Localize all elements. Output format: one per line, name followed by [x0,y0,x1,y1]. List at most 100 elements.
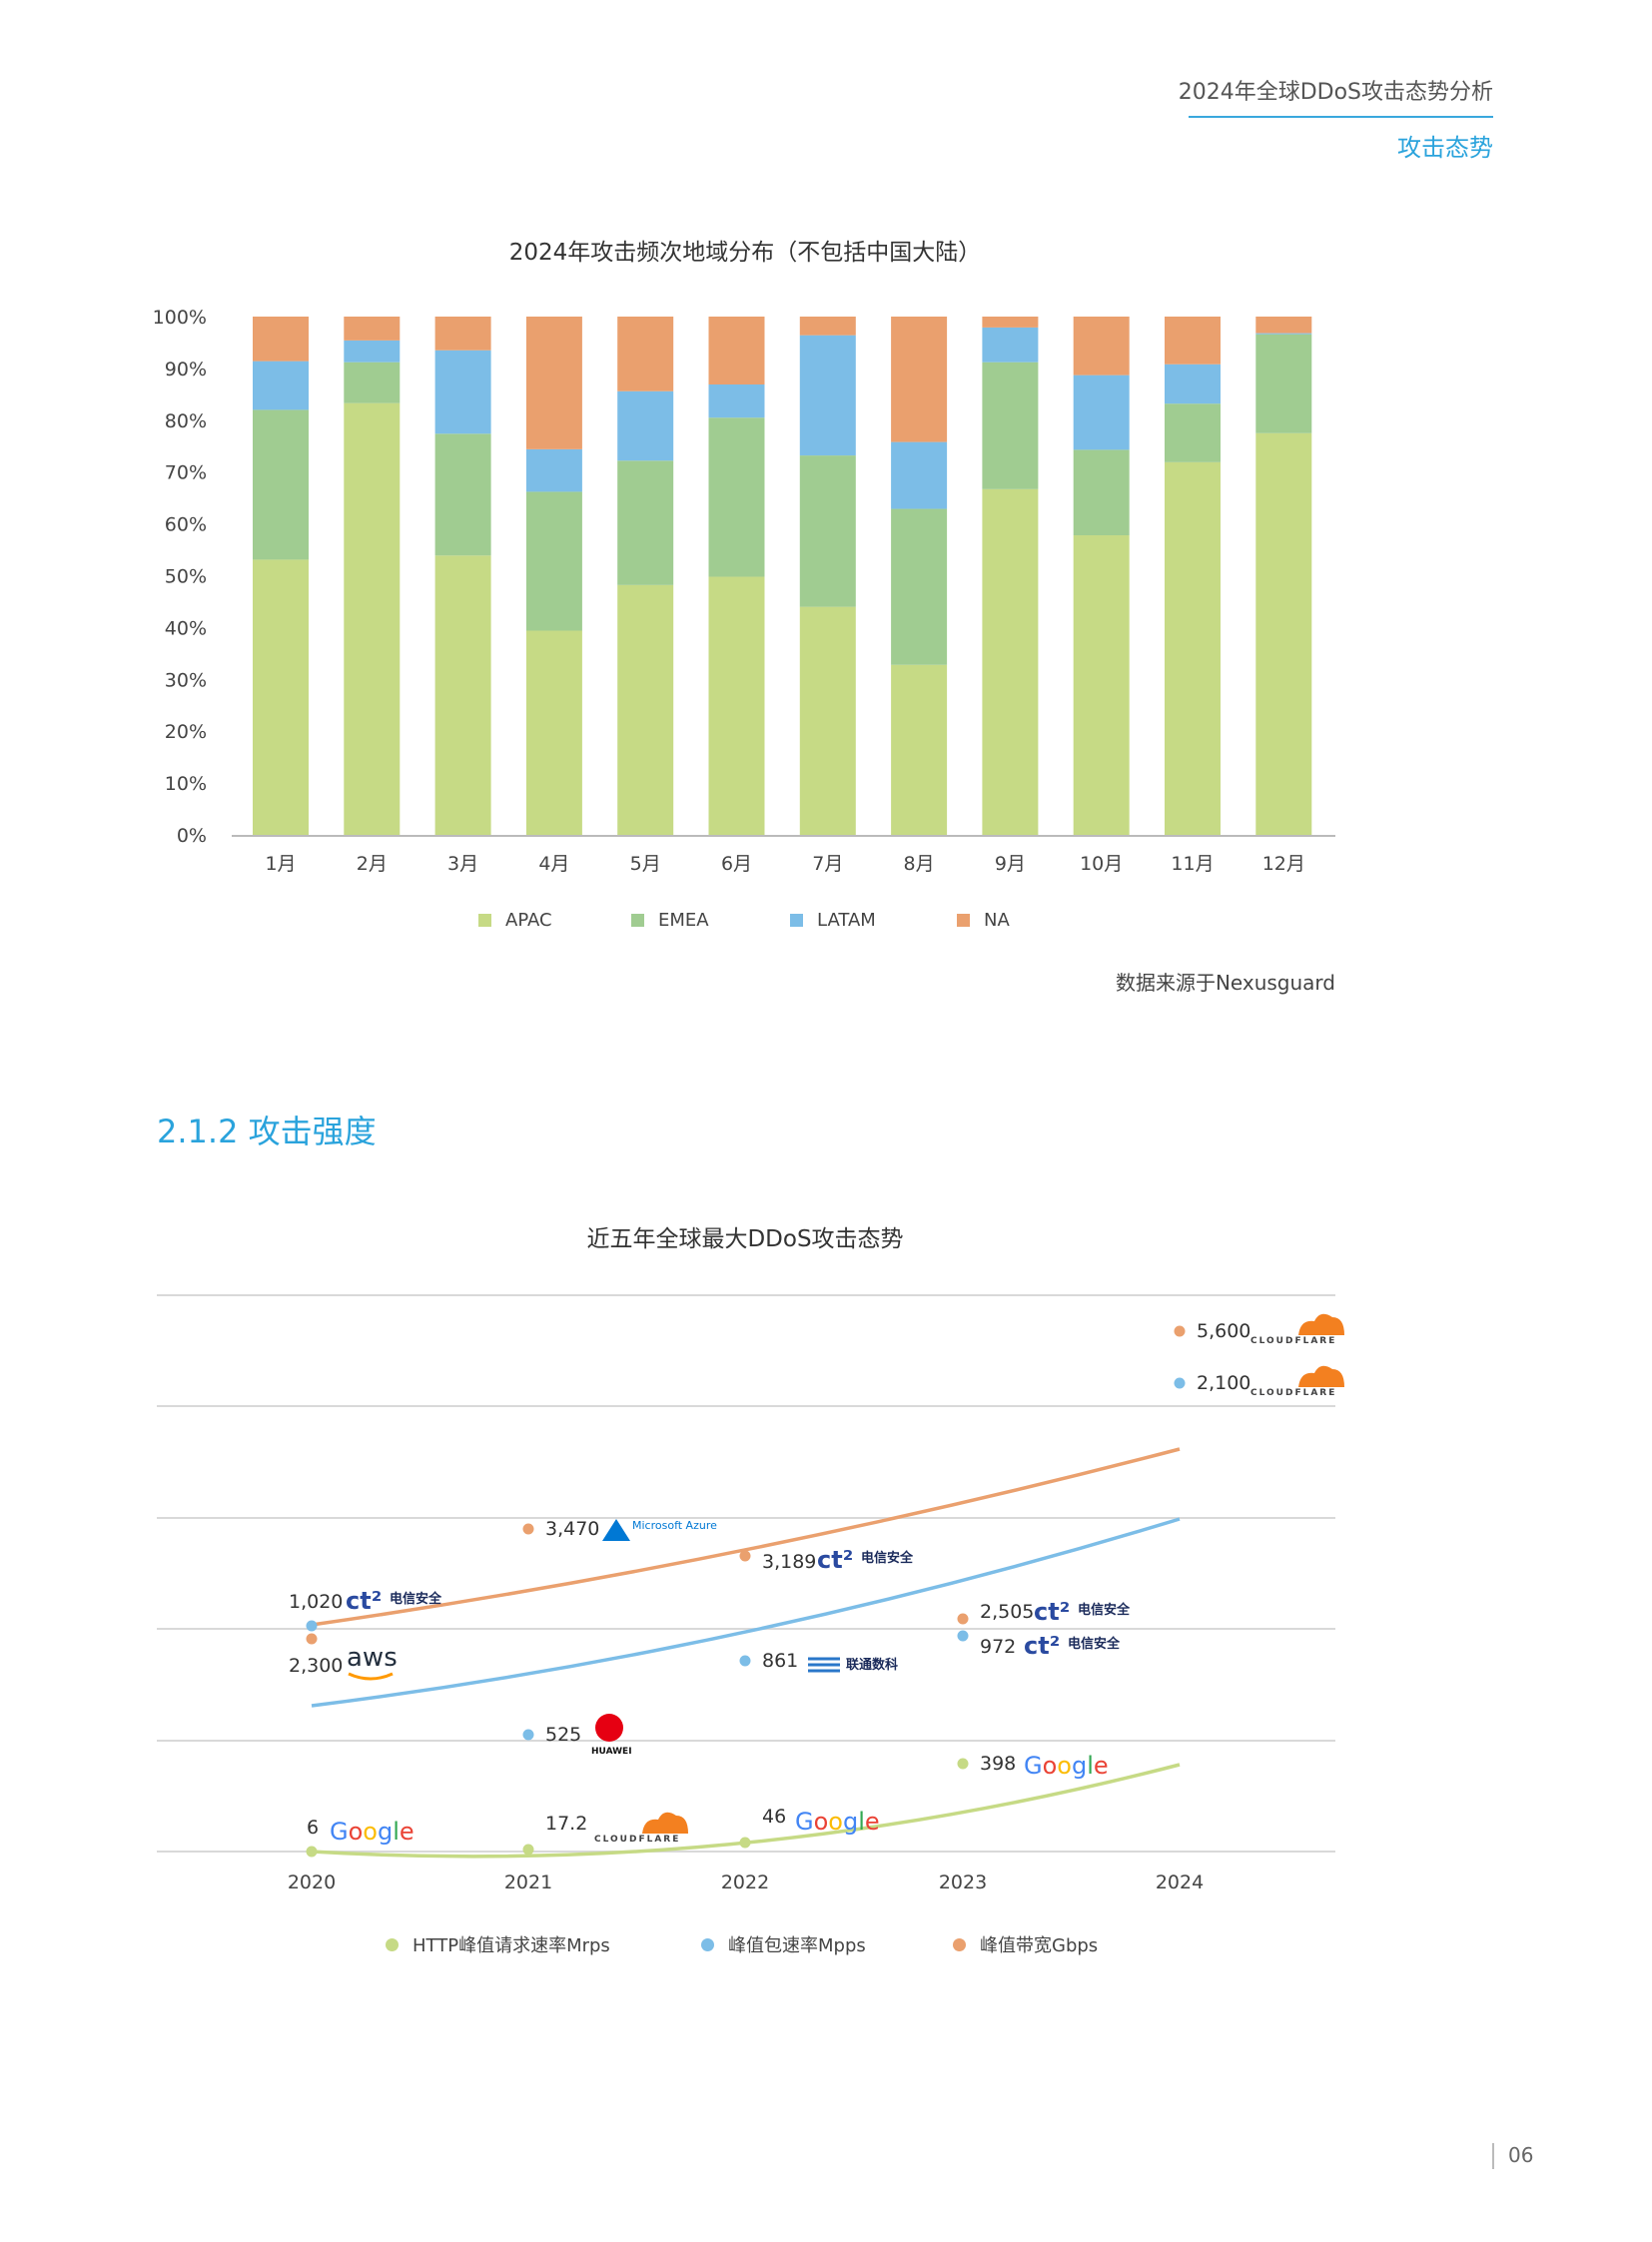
bar-segment-na [799,317,856,336]
page-number-divider [1492,2143,1494,2169]
data-label: 2,505 [980,1601,1034,1623]
bar-segment-na [344,317,401,341]
data-point [306,1633,318,1645]
legend-label: 峰值包速率Mpps [728,1935,866,1956]
document-title: 2024年全球DDoS攻击态势分析 [1178,80,1493,105]
legend-latam: LATAM [790,910,876,931]
cloudflare-logo: CLOUDFLARE [1250,1388,1336,1398]
ct-security-logo: 电信安全 [861,1550,914,1566]
data-label: 398 [980,1753,1016,1775]
x-tick-label: 2023 [939,1871,987,1893]
x-tick-label: 1月 [265,853,296,875]
legend-dot [701,1937,714,1951]
legend-label: HTTP峰值请求速率Mrps [413,1935,610,1956]
x-tick-label: 2020 [288,1871,336,1893]
x-tick-label: 5月 [630,853,661,875]
y-tick-label: 40% [165,617,207,639]
cloudflare-cloud-icon [1298,1365,1344,1387]
data-point [1174,1377,1186,1389]
bar-segment-latam [1255,333,1312,335]
data-label: 6 [307,1817,319,1839]
ct-logo-mark: ct² [1024,1632,1060,1660]
data-label: 17.2 [545,1813,587,1835]
ct-logo-mark: ct² [1034,1598,1070,1626]
cloudflare-logo: CLOUDFLARE [1250,1336,1336,1346]
data-point [957,1613,969,1625]
data-point [739,1550,751,1562]
bar-segment-latam [617,390,674,461]
huawei-logo: HUAWEI [591,1747,632,1757]
header-divider [1189,116,1493,118]
huawei-petal-icon [595,1714,623,1742]
bar-segment-emea [617,460,674,585]
bar-segment-emea [799,455,856,607]
bar-segment-na [253,317,309,362]
page-number: 06 [1508,2143,1534,2167]
x-tick-label: 10月 [1080,853,1123,875]
bar-segment-emea [891,508,948,665]
bar-segment-apac [617,584,674,835]
bar-segment-latam [1073,374,1130,450]
bar-segment-apac [1073,535,1130,835]
y-tick-label: 100% [153,307,207,329]
data-label: 3,470 [545,1518,599,1540]
source-note: 数据来源于Nexusguard [1115,971,1335,995]
bar-segment-emea [1165,403,1221,462]
chapter-title: 攻击态势 [1397,134,1493,162]
azure-icon [602,1519,630,1541]
data-point [522,1729,534,1741]
x-tick-label: 8月 [904,853,935,875]
bar-segment-apac [253,559,309,835]
x-tick-label: 2021 [504,1871,552,1893]
data-label: 5,600 [1197,1320,1250,1342]
azure-logo: Microsoft Azure [632,1519,717,1532]
bar-segment-latam [434,350,491,434]
legend-label: NA [984,910,1010,931]
bar-segment-latam [344,340,401,363]
data-point [957,1630,969,1642]
trend-line-pps [311,1517,1181,1708]
bar-segment-apac [525,630,582,835]
data-label: 972 [980,1636,1016,1658]
legend-pps: 峰值包速率Mpps [701,1931,866,1957]
legend-label: EMEA [658,910,709,931]
x-tick-label: 11月 [1171,853,1214,875]
data-point [522,1523,534,1535]
x-tick-label: 6月 [721,853,752,875]
legend-swatch [631,914,644,927]
legend-bandwidth: 峰值带宽Gbps [953,1931,1098,1957]
bar-segment-apac [344,402,401,835]
data-point [306,1620,318,1632]
legend-label: APAC [505,910,552,931]
bar-segment-latam [525,448,582,492]
data-point [739,1655,751,1667]
data-label: 3,189 [762,1551,816,1573]
data-label: 2,100 [1197,1372,1250,1394]
x-tick-label: 4月 [538,853,569,875]
bar-segment-na [982,317,1039,328]
data-label: 46 [762,1806,786,1828]
bar-segment-emea [982,362,1039,489]
bar-segment-apac [1255,432,1312,835]
ct-logo-mark: ct² [346,1587,382,1615]
data-label: 861 [762,1650,798,1672]
data-point [957,1758,969,1770]
ct-security-logo: 电信安全 [390,1591,442,1607]
legend-label: LATAM [817,910,876,931]
data-point [306,1846,318,1858]
x-tick-label: 7月 [812,853,843,875]
bar-chart-title: 2024年攻击频次地域分布（不包括中国大陆） [508,240,982,266]
data-point [1174,1325,1186,1337]
bar-segment-latam [1165,364,1221,404]
bar-segment-latam [891,441,948,509]
data-label: 1,020 [289,1591,343,1613]
x-tick-label: 2月 [357,853,388,875]
bar-segment-na [1073,317,1130,375]
aws-logo: aws [347,1643,398,1673]
y-tick-label: 80% [165,410,207,432]
bar-segment-apac [891,664,948,835]
cloudflare-logo: CLOUDFLARE [594,1835,680,1845]
bar-segment-apac [1165,461,1221,835]
legend-swatch [957,914,970,927]
ct-security-logo: 电信安全 [1078,1602,1131,1618]
